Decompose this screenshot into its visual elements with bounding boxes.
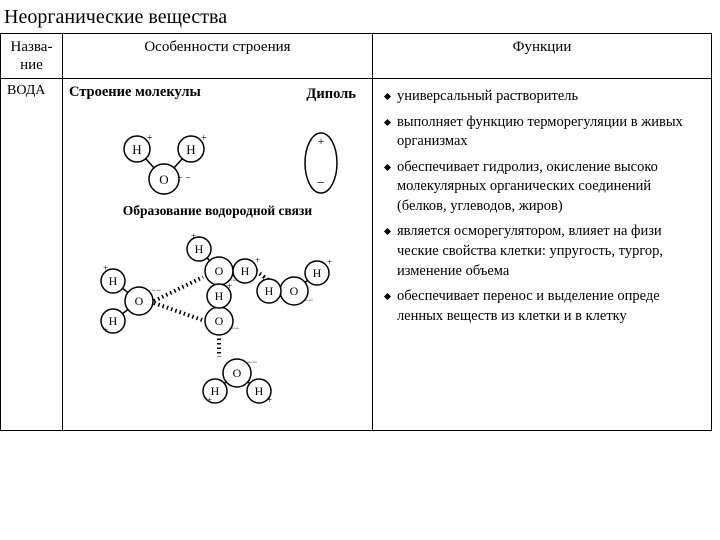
molecule-diagram: O − − H + H + + −	[69, 105, 365, 201]
svg-text:−−: −−	[303, 295, 313, 305]
molecule-title: Строение молекулы	[69, 84, 201, 100]
header-structure: Особенности строения	[62, 34, 372, 79]
header-name: Назва-ние	[1, 34, 63, 79]
list-item: универсальный растворитель	[385, 87, 701, 107]
svg-text:H: H	[109, 274, 118, 288]
list-item: обеспечивает перенос и выделение опреде​…	[385, 287, 701, 326]
svg-text:H: H	[109, 314, 118, 328]
svg-text:−−: −−	[247, 357, 257, 367]
main-table: Назва-ние Особенности строения Функции В…	[0, 33, 712, 431]
list-item: является осморегулятором, влияет на физи…	[385, 222, 701, 281]
svg-text:O: O	[233, 366, 242, 380]
svg-text:H: H	[255, 384, 264, 398]
svg-text:+: +	[103, 325, 108, 335]
svg-text:O: O	[290, 284, 299, 298]
svg-text:−−: −−	[229, 323, 239, 333]
svg-text:O: O	[159, 172, 168, 187]
dipole-label: Диполь	[306, 86, 356, 103]
svg-text:H: H	[313, 266, 322, 280]
hbond-diagram: OHH OHH OHH OHH OH ++−− ++−− ++−− ++−− +…	[69, 221, 365, 421]
svg-text:+: +	[147, 133, 153, 144]
svg-text:+: +	[103, 263, 108, 273]
svg-text:H: H	[215, 289, 224, 303]
svg-text:+: +	[261, 273, 266, 283]
svg-text:+: +	[327, 257, 332, 267]
svg-text:+: +	[201, 133, 207, 144]
svg-text:O: O	[215, 314, 224, 328]
svg-text:−: −	[317, 176, 325, 191]
row-name: ВОДА	[1, 79, 63, 431]
header-functions: Функции	[372, 34, 711, 79]
svg-text:+: +	[207, 395, 212, 405]
page-title: Неорганические вещества	[0, 0, 720, 33]
svg-text:H: H	[186, 142, 195, 157]
functions-cell: универсальный растворитель выполняет фун…	[372, 79, 711, 431]
svg-text:H: H	[265, 284, 274, 298]
svg-text:+: +	[191, 231, 196, 241]
svg-text:O: O	[215, 264, 224, 278]
svg-text:−−: −−	[151, 285, 161, 295]
list-item: обеспечивает гидролиз, окисление высоко​…	[385, 158, 701, 217]
svg-text:+: +	[255, 255, 260, 265]
svg-text:H: H	[241, 264, 250, 278]
hbond-title: Образование водородной связи	[69, 203, 366, 219]
functions-list: универсальный растворитель выполняет фун…	[379, 83, 705, 326]
table-row: ВОДА Строение молекулы Диполь O − − H	[1, 79, 712, 431]
list-item: выполняет функцию терморегуляции в жи​вы…	[385, 113, 701, 152]
svg-text:+: +	[267, 395, 272, 405]
structure-cell: Строение молекулы Диполь O − − H + H	[62, 79, 372, 431]
svg-text:+: +	[227, 281, 232, 291]
svg-text:− −: − −	[177, 173, 191, 184]
svg-text:O: O	[135, 294, 144, 308]
svg-text:H: H	[132, 142, 141, 157]
svg-text:+: +	[318, 134, 325, 148]
svg-text:H: H	[195, 242, 204, 256]
